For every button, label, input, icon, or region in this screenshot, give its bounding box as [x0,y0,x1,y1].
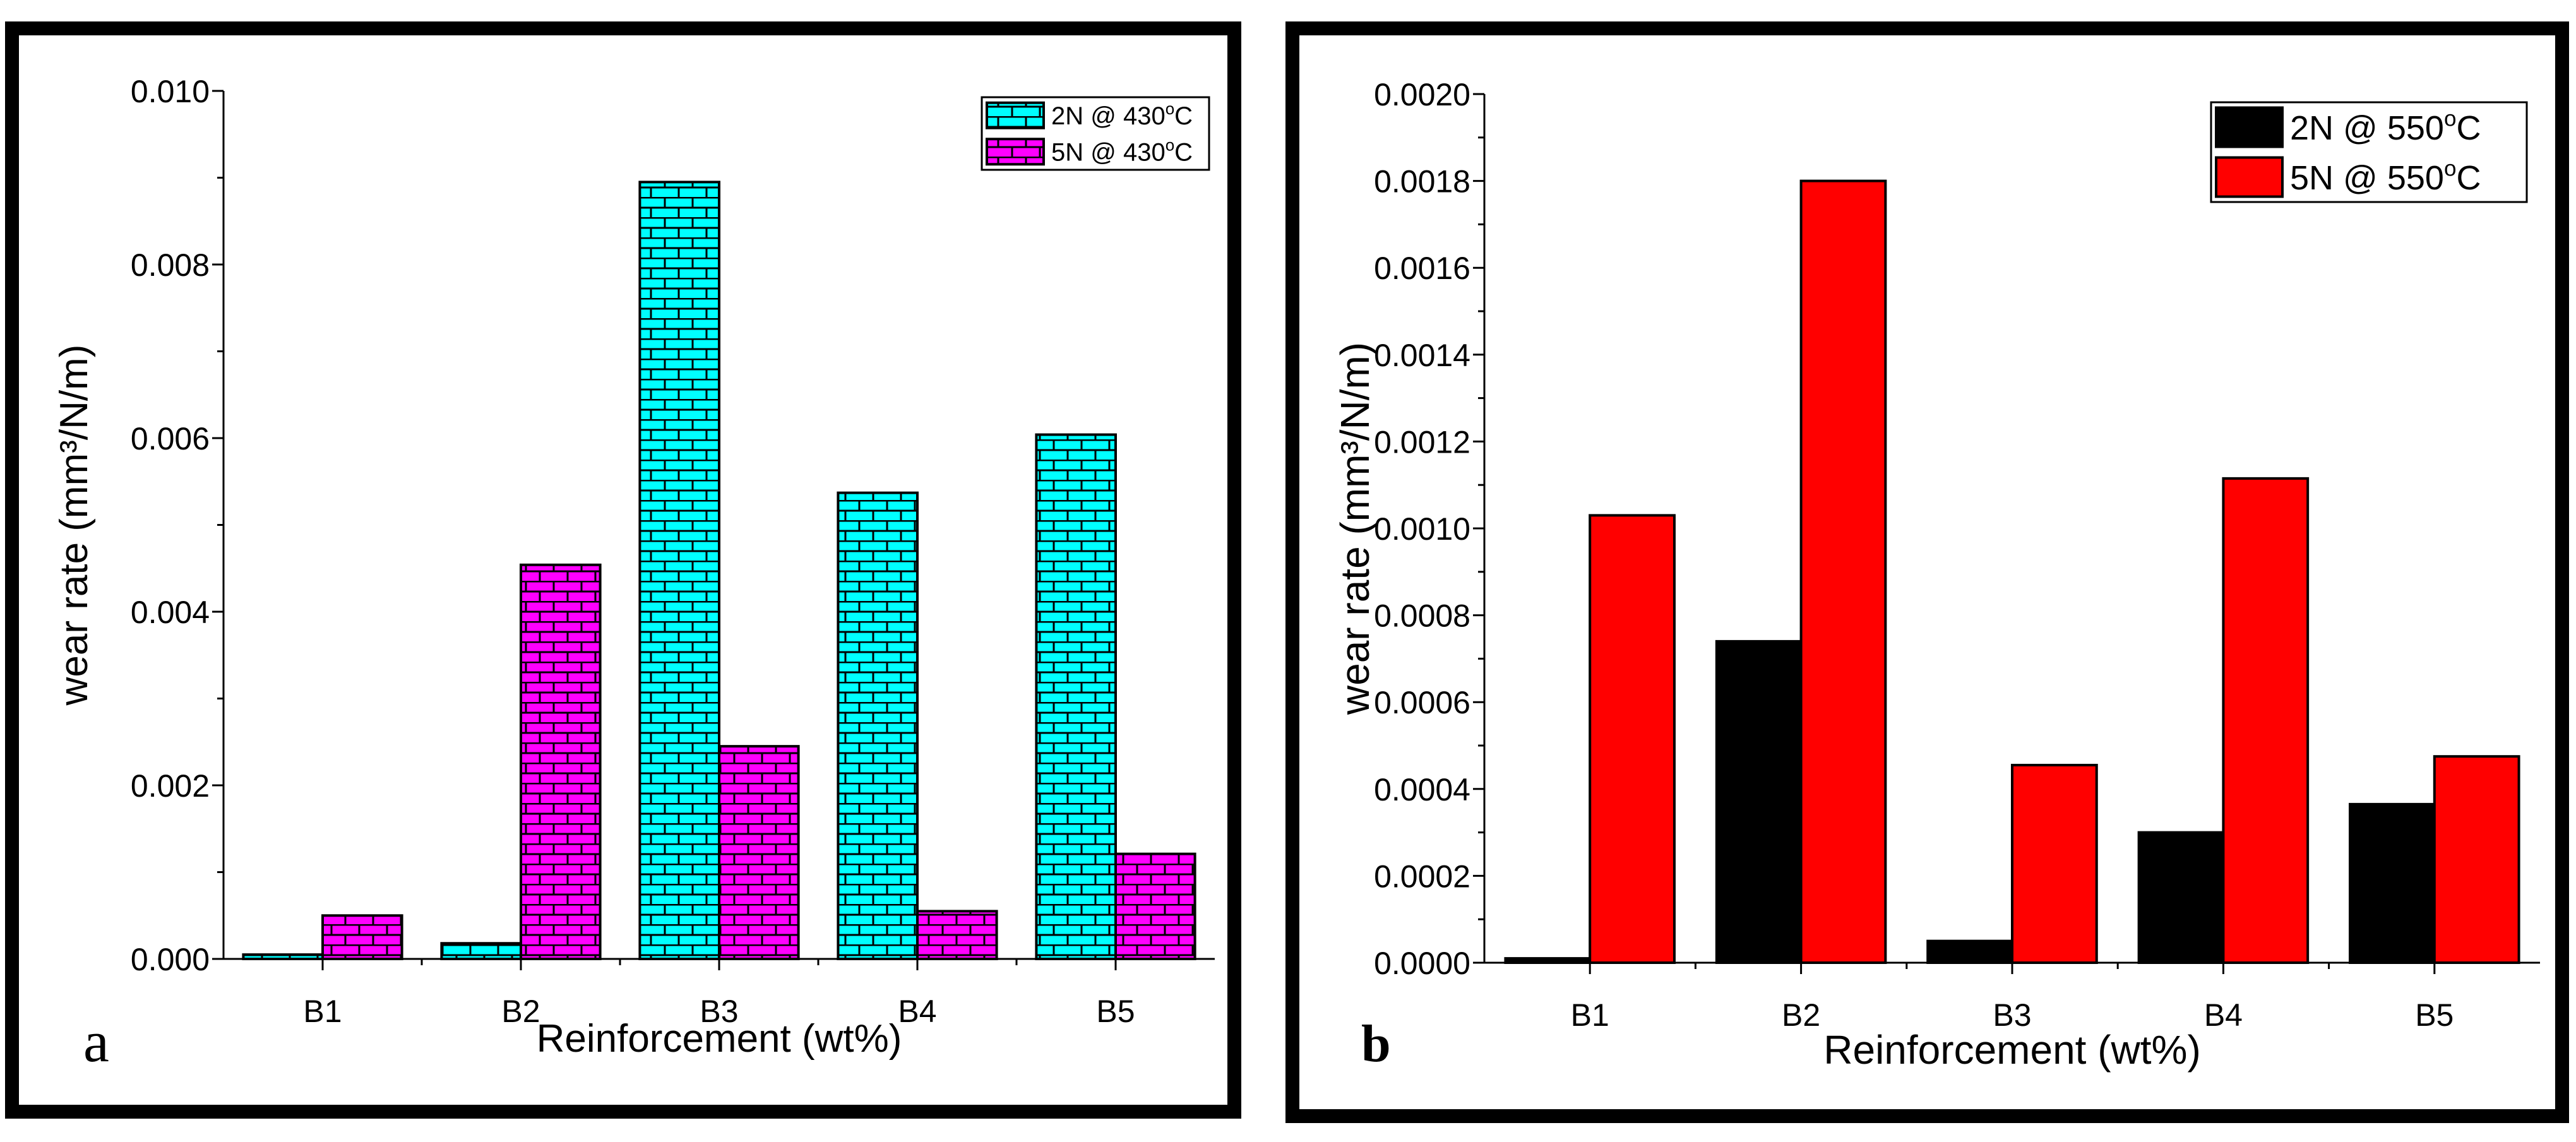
x-tick-label-b3: B3 [1993,997,2031,1033]
y-tick-label: 0.0004 [1374,772,1470,807]
legend: 2N @ 430oC 5N @ 430oC [981,96,1210,171]
bar-2n-550-c-b5 [2349,802,2436,964]
chart-a: 0.000 0.002 0.004 0.006 0.008 0.010 B1 B2 B3 B4 B5… [52,74,1215,1074]
chart-b: 0.0000 0.0002 0.0004 0.0006 0.0008 0.0010 0.00… [1332,77,2540,1073]
legend-label: 2N @ 430oC [1051,99,1193,130]
legend-swatch [2215,156,2284,198]
panel-letter: a [83,1009,109,1074]
y-tick-label: 0.0008 [1374,598,1470,634]
x-tick-label-b3: B3 [700,994,738,1029]
legend-swatch [2215,106,2284,148]
chart-panel-b: 0.0000 0.0002 0.0004 0.0006 0.0008 0.0010 0.00… [1285,21,2569,1123]
y-tick-label: 0.0016 [1374,251,1470,286]
y-tick-label: 0.000 [131,942,210,977]
y-tick-label: 0.0014 [1374,338,1470,373]
legend-label: 2N @ 550oC [2290,106,2481,147]
x-tick-label-b4: B4 [2204,997,2243,1033]
y-tick-label: 0.002 [131,768,210,804]
x-tick-label-b5: B5 [1096,994,1135,1029]
x-axis-title: Reinforcement (wt%) [1823,1027,2201,1073]
bar-2n-550-c-b3 [1926,939,2013,964]
chart-panel-a: 0.000 0.002 0.004 0.006 0.008 0.010 B1 B2 B3 B4 B5… [5,21,1241,1119]
x-axis-title: Reinforcement (wt%) [537,1017,902,1061]
bar-2n-550-c-b2 [1715,639,1803,964]
y-tick-label: 0.0012 [1374,424,1470,460]
y-tick-label: 0.010 [131,74,210,109]
bar-2n-430-c-b2 [440,942,523,960]
bar-5n-430-c-b5 [1114,852,1196,960]
bar-5n-550-c-b2 [1799,179,1887,965]
y-tick-label: 0.0020 [1374,77,1470,112]
bar-5n-550-c-b4 [2222,477,2310,964]
bar-2n-550-c-b4 [2137,831,2225,964]
y-axis-title: wear rate (mm³/N/m) [1332,342,1378,715]
x-tick-label-b1: B1 [303,994,342,1029]
legend: 2N @ 550oC 5N @ 550oC [2210,101,2528,203]
x-tick-label-b2: B2 [501,994,540,1029]
bars [242,181,1196,960]
bar-5n-550-c-b3 [2011,763,2098,964]
x-tick-label-b1: B1 [1571,997,1609,1033]
x-tick-label-b4: B4 [898,994,936,1029]
y-axis-title: wear rate (mm³/N/m) [52,345,96,706]
bars [1504,179,2520,965]
x-tick-label-b5: B5 [2415,997,2454,1033]
bar-5n-550-c-b5 [2433,755,2520,964]
legend-label: 5N @ 430oC [1051,136,1193,167]
bar-2n-430-c-b3 [638,181,721,960]
bar-5n-430-c-b1 [321,914,403,960]
y-tick-label: 0.0006 [1374,685,1470,720]
y-tick-label: 0.004 [131,595,210,630]
legend-label: 5N @ 550oC [2290,156,2481,197]
panel-letter: b [1361,1014,1391,1073]
y-tick-label: 0.0018 [1374,164,1470,199]
y-tick-label: 0.0000 [1374,946,1470,981]
bar-5n-430-c-b4 [916,910,998,960]
y-tick-label: 0.0002 [1374,859,1470,894]
bar-5n-430-c-b2 [520,563,602,960]
legend-swatch [986,101,1045,129]
legend-swatch [986,138,1045,166]
y-tick-label: 0.0010 [1374,511,1470,547]
x-tick-label-b2: B2 [1782,997,1820,1033]
bar-5n-550-c-b1 [1589,514,1676,964]
bar-2n-430-c-b5 [1035,433,1118,960]
y-tick-label: 0.006 [131,421,210,456]
y-tick-label: 0.008 [131,247,210,283]
bar-5n-430-c-b3 [718,745,800,960]
bar-2n-430-c-b4 [837,491,919,960]
